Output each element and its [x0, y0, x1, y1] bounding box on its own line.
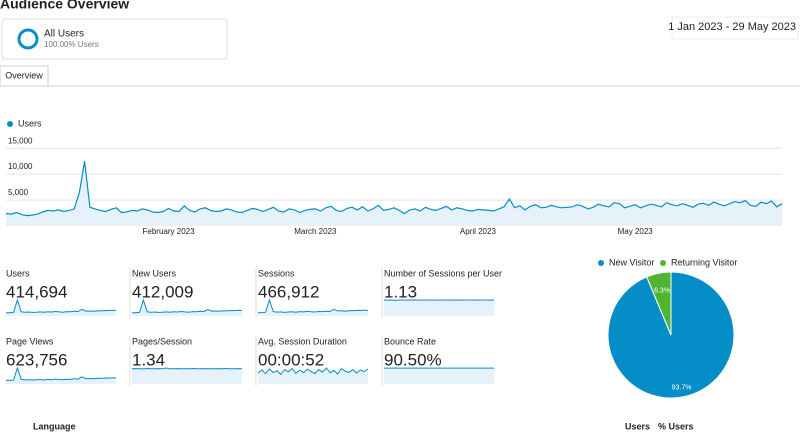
- page-title: Audience Overview: [0, 0, 129, 12]
- pie-label: 6.3%: [654, 287, 670, 294]
- tab[interactable]: [0, 65, 49, 87]
- table-header: % Users: [658, 421, 694, 431]
- table-header: Language: [33, 421, 76, 431]
- metric-label: Bounce Rate: [384, 336, 436, 346]
- metric-value: 623,756: [6, 350, 67, 369]
- sparkline: [131, 298, 243, 314]
- y-tick-label: 15,000: [8, 136, 33, 145]
- table-header: Users: [625, 421, 650, 431]
- metric-value: 414,694: [6, 282, 67, 301]
- segment-sub: 100.00% Users: [44, 40, 99, 49]
- metric-label: Page Views: [6, 336, 54, 346]
- area: [6, 161, 782, 226]
- metric-value: 466,912: [258, 282, 319, 301]
- sparkline: [5, 298, 117, 314]
- tab-label: Overview: [5, 70, 43, 80]
- metric-label: Pages/Session: [132, 336, 192, 346]
- metric-value: 1.13: [384, 282, 417, 301]
- legend-marker: [7, 121, 13, 127]
- segment-box[interactable]: [1, 18, 228, 60]
- legend-label: New Visitor: [609, 257, 654, 267]
- metric-value: 1.34: [132, 350, 165, 369]
- sparkline-area: [384, 368, 494, 384]
- sparkline: [131, 367, 243, 370]
- sparkline-area: [132, 368, 242, 384]
- y-tick-label: 10,000: [8, 162, 33, 171]
- sparkline: [257, 298, 369, 314]
- date-range-box[interactable]: [671, 16, 799, 40]
- sparkline-area: [132, 300, 242, 316]
- pie-label: 93.7%: [672, 384, 692, 391]
- pie-slice: [646, 271, 672, 336]
- sparkline-area: [6, 368, 116, 384]
- x-tick-label: May 2023: [618, 227, 654, 236]
- legend-marker: [660, 260, 666, 266]
- segment-icon: [17, 28, 39, 50]
- sparkline-area: [6, 300, 116, 316]
- x-tick-label: April 2023: [460, 227, 497, 236]
- metric-value: 90.50%: [384, 350, 442, 369]
- metric-label: Users: [6, 268, 30, 278]
- date-range: 1 Jan 2023 - 29 May 2023: [668, 21, 796, 33]
- sparkline: [5, 366, 117, 381]
- sparkline: [257, 367, 369, 376]
- sparkline-area: [258, 300, 368, 316]
- x-tick-label: February 2023: [143, 227, 196, 236]
- metric-label: Avg. Session Duration: [258, 336, 347, 346]
- metric-value: 412,009: [132, 282, 193, 301]
- metric-label: Number of Sessions per User: [384, 268, 502, 278]
- line: [5, 161, 783, 217]
- sparkline-area: [384, 300, 494, 316]
- sparkline-area: [258, 368, 368, 384]
- legend-marker: [598, 260, 604, 266]
- x-tick-label: March 2023: [294, 227, 337, 236]
- legend-label: Returning Visitor: [671, 257, 737, 267]
- legend-label: Users: [18, 118, 42, 128]
- metric-label: Sessions: [258, 268, 295, 278]
- segment-name: All Users: [44, 29, 84, 40]
- metric-value: 00:00:52: [258, 350, 324, 369]
- y-tick-label: 5,000: [8, 188, 29, 197]
- metric-label: New Users: [132, 268, 177, 278]
